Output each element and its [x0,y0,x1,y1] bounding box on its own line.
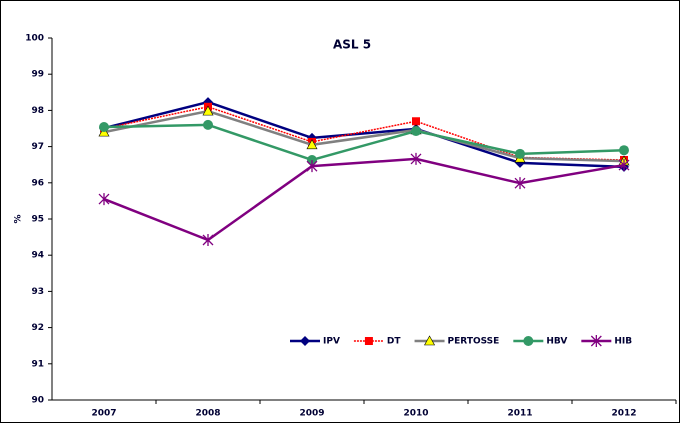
y-tick-label: 98 [31,106,44,116]
legend-marker [364,337,373,345]
series-line [103,106,625,161]
marker [307,154,317,165]
legend-label: HBV [546,337,567,347]
series-line [103,123,625,162]
x-tick-label: 2009 [299,409,324,419]
legend-marker [300,336,310,346]
series-line [103,100,625,169]
marker [203,119,213,130]
marker [618,159,630,172]
x-tick-label: 2012 [611,409,636,419]
marker [619,145,629,156]
marker [514,177,526,190]
legend-label: DT [387,337,401,347]
series-line [103,157,625,242]
series-line [103,109,625,163]
x-tick-label: 2008 [195,409,220,419]
y-tick-label: 95 [31,215,44,225]
chart-title: ASL 5 [333,38,371,52]
legend-marker [424,335,436,346]
y-tick-label: 99 [31,70,44,80]
marker [515,148,525,159]
x-tick-label: 2011 [507,409,532,419]
y-tick-label: 90 [31,396,44,406]
marker [99,122,109,133]
marker [306,139,318,150]
legend-label: PERTOSSE [448,337,500,347]
marker [411,126,421,137]
legend-marker [523,336,534,346]
marker [98,193,110,206]
y-tick-label: 96 [31,178,44,188]
y-axis-label: % [14,214,24,223]
legend-marker [590,335,602,347]
y-tick-label: 91 [31,359,44,369]
marker [410,152,422,165]
y-tick-label: 97 [31,142,44,152]
y-tick-label: 93 [31,287,44,297]
x-tick-label: 2010 [403,409,428,419]
y-tick-label: 94 [31,251,44,261]
legend-label: IPV [323,337,340,347]
legend-label: HIB [614,337,632,347]
marker [412,117,420,126]
marker [202,233,214,246]
y-tick-label: 92 [31,323,44,333]
marker [202,105,214,116]
marker [306,160,318,173]
y-tick-label: 100 [25,34,44,44]
x-tick-label: 2007 [91,409,116,419]
